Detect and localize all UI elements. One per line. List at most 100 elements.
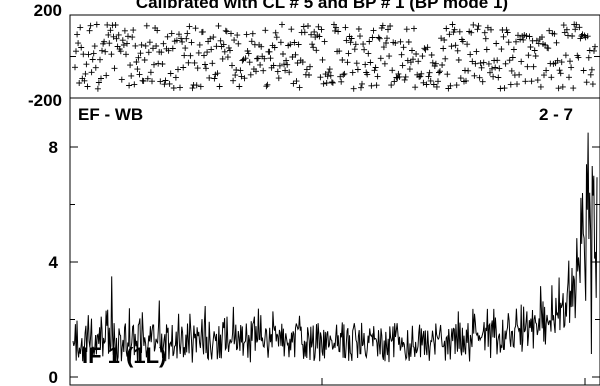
phase-point [128,72,135,79]
phase-point [371,67,378,74]
phase-point [437,68,443,75]
phase-point [308,31,315,38]
phase-point [530,63,537,70]
phase-point [123,51,129,58]
phase-point [161,81,168,88]
phase-point [459,38,466,45]
phase-point [465,67,472,74]
phase-point [336,48,343,55]
phase-point [559,83,566,90]
phase-point [364,71,371,78]
phase-point [410,56,416,63]
phase-point [186,23,193,30]
phase-point [281,61,287,68]
phase-point [248,38,255,45]
phase-point [527,44,534,50]
phase-point [307,63,313,70]
phase-point [223,28,230,35]
phase-point [352,41,359,48]
phase-point [433,83,440,90]
phase-point [225,44,232,51]
phase-point [229,62,235,69]
phase-point [306,72,312,78]
phase-point [399,62,406,69]
phase-point [103,72,110,79]
phase-point [447,82,454,89]
phase-point [376,35,383,42]
phase-point [439,62,446,68]
phase-point [554,57,561,64]
phase-point [396,73,403,80]
phase-point [294,60,301,66]
phase-point [493,40,500,47]
phase-point [213,43,220,50]
phase-point [496,65,503,72]
phase-point [291,39,298,46]
phase-point [154,27,161,34]
phase-point [165,47,172,54]
phase-point [172,74,179,81]
phase-point [523,33,530,39]
phase-point [120,42,127,48]
phase-point [133,59,140,65]
phase-point [520,36,527,43]
phase-point [188,39,195,46]
phase-point [216,83,223,90]
phase-point [238,73,245,80]
phase-point [417,73,424,80]
phase-point [326,66,333,73]
phase-point [340,71,347,78]
phase-point [510,46,517,53]
phase-point [381,60,388,67]
amplitude-y-ticks: 0 4 8 [49,138,600,386]
phase-point [588,66,595,73]
phase-point [178,35,185,42]
phase-point [87,22,94,29]
phase-point [367,59,374,66]
phase-point [463,77,469,84]
phase-point [236,83,243,90]
phase-point [327,72,334,79]
phase-point [153,43,160,49]
phase-point [207,35,214,42]
phase-point [490,73,497,80]
phase-point [299,59,306,66]
phase-point [388,82,395,89]
phase-point [177,84,183,91]
phase-point [498,46,505,53]
phase-point [387,23,394,29]
phase-point [280,51,286,57]
phase-point [146,39,153,46]
phase-point [406,66,413,73]
phase-point [489,65,495,72]
phase-scatter-points [72,21,598,92]
phase-point [237,67,244,74]
phase-point [380,44,387,51]
phase-point [166,80,173,87]
phase-point [217,37,224,44]
phase-point [192,25,199,32]
phase-point [84,83,91,90]
phase-point [195,49,202,56]
phase-point [235,40,242,47]
phase-point [272,29,279,36]
phase-tick-label: 200 [34,1,62,20]
phase-point [580,67,587,74]
phase-point [108,51,115,58]
phase-point [277,39,284,46]
phase-point [349,69,356,76]
phase-point [267,55,274,62]
phase-point [99,47,105,54]
phase-point [534,77,541,84]
phase-point [348,35,355,42]
phase-point [319,56,326,63]
phase-point [185,59,192,66]
phase-point [137,50,144,57]
phase-point [83,61,90,68]
phase-point [337,73,344,80]
phase-point [555,85,562,92]
phase-point [362,61,369,68]
phase-point [494,57,501,64]
phase-point [77,24,84,31]
phase-point [438,35,445,42]
